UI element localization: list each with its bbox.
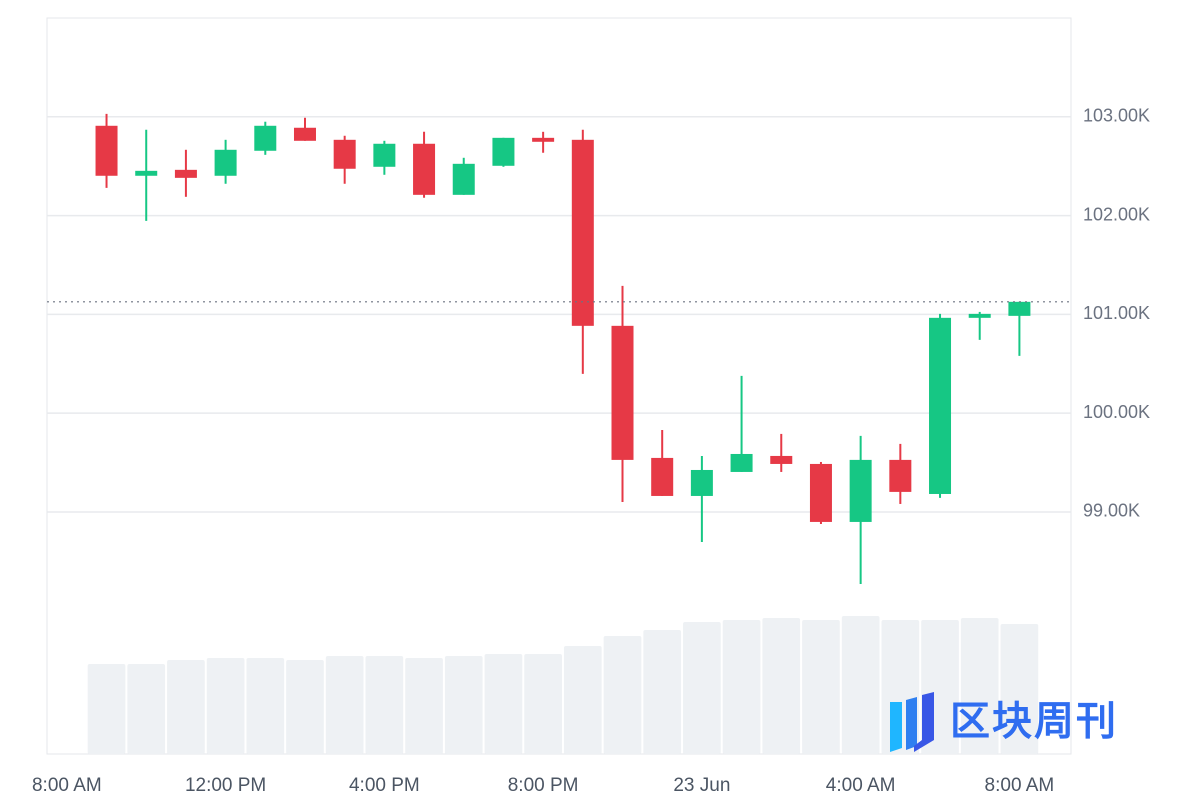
x-tick-label: 8:00 AM xyxy=(32,775,102,796)
candle-body xyxy=(571,139,594,326)
volume-bar xyxy=(841,616,880,754)
volume-bar xyxy=(802,620,840,754)
candle-body xyxy=(174,169,197,178)
volume-bar xyxy=(960,618,999,754)
volume-bar xyxy=(603,636,642,754)
y-tick-label: 99.00K xyxy=(1083,501,1140,521)
volume-bar xyxy=(444,656,483,754)
candle-body xyxy=(651,457,674,496)
volume-bar xyxy=(405,658,443,754)
y-tick-label: 101.00K xyxy=(1083,303,1150,323)
watermark-logo: 区块周刊 xyxy=(890,692,1118,752)
candle-body xyxy=(452,163,475,195)
candle-body xyxy=(770,455,793,464)
volume-bar xyxy=(325,656,364,754)
candle-body xyxy=(809,463,832,522)
candle-body xyxy=(95,125,118,176)
volume-bar xyxy=(167,660,205,754)
x-tick-label: 12:00 PM xyxy=(185,775,266,796)
logo-icon xyxy=(890,702,902,752)
volume-bar xyxy=(484,654,523,754)
candle-body xyxy=(849,459,872,522)
candle-body xyxy=(1008,301,1031,316)
volume-bar xyxy=(643,630,682,754)
candle-body xyxy=(333,139,356,169)
volume-bar xyxy=(762,618,801,754)
volume-bar xyxy=(1000,624,1039,754)
x-tick-label: 8:00 AM xyxy=(985,775,1055,796)
volume-bar xyxy=(127,664,166,754)
candle-body xyxy=(214,149,237,176)
candle-body xyxy=(889,459,912,492)
candle-body xyxy=(254,125,277,151)
logo-icon xyxy=(914,692,934,752)
volume-bar xyxy=(286,660,324,754)
y-tick-label: 100.00K xyxy=(1083,402,1150,422)
candle-body xyxy=(532,137,555,142)
candle-body xyxy=(492,137,515,166)
candle-body xyxy=(413,143,436,195)
volume-bar xyxy=(246,658,285,754)
volume-bar xyxy=(722,620,761,754)
x-tick-label: 4:00 AM xyxy=(826,775,896,796)
x-tick-label: 8:00 PM xyxy=(508,775,579,796)
candle-body xyxy=(293,127,316,141)
volume-bar xyxy=(524,654,562,754)
candle-body xyxy=(135,170,158,176)
x-tick-label: 23 Jun xyxy=(673,775,730,796)
x-tick-label: 4:00 PM xyxy=(349,775,420,796)
logo-icon xyxy=(906,697,917,750)
volume-bar xyxy=(365,656,404,754)
candle-body xyxy=(611,325,634,460)
volume-bar xyxy=(683,622,721,754)
volume-bar xyxy=(87,664,126,754)
watermark-text: 区块周刊 xyxy=(950,700,1118,744)
candle-body xyxy=(690,469,713,496)
candle-body xyxy=(373,143,396,167)
candle-body xyxy=(968,313,991,318)
candle-body xyxy=(929,317,952,494)
y-tick-label: 102.00K xyxy=(1083,204,1150,224)
volume-bar xyxy=(206,658,245,754)
y-tick-label: 103.00K xyxy=(1083,106,1150,126)
volume-bar xyxy=(563,646,602,754)
candle-body xyxy=(730,453,753,472)
